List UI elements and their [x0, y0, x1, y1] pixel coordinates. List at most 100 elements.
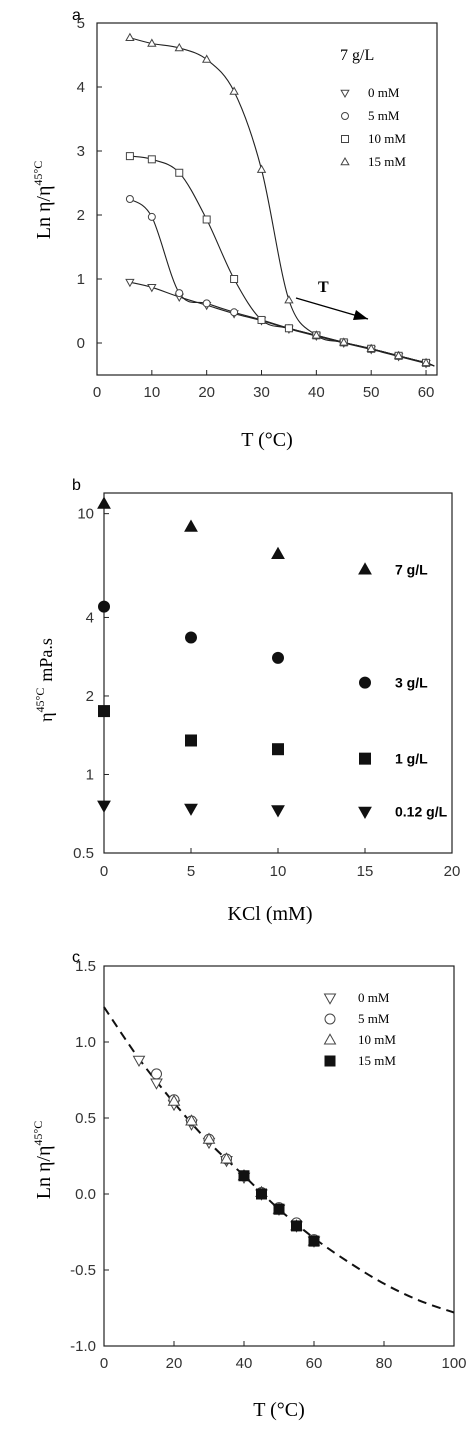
- data-point-10-mm: [284, 324, 293, 333]
- data-point-7-g-l: [97, 496, 111, 509]
- y-tick-group-b: 10 4 2 1 0.5: [73, 506, 109, 862]
- dashed-fit-curve: [103, 1006, 455, 1314]
- data-point-7-g-l: [358, 562, 372, 575]
- data-point-10-mm: [257, 315, 266, 324]
- panel-letter-a: a: [72, 7, 81, 24]
- data-point-0-12-g-l: [184, 803, 198, 816]
- data-point-0-mm: [147, 284, 157, 293]
- data-point-15-mm: [308, 1235, 320, 1247]
- y-tick-label: 0: [77, 335, 85, 352]
- x-tick-label: 40: [308, 384, 325, 401]
- data-point-10-mm: [202, 1132, 216, 1144]
- y-axis-title-c: Ln η/η45°C: [31, 1121, 55, 1200]
- data-point-0-12-g-l: [97, 800, 111, 813]
- data-point-15-mm: [366, 343, 376, 353]
- series-label: 1 g/L: [395, 751, 428, 767]
- x-axis-title-a: T (°C): [241, 429, 293, 451]
- data-point-15-mm: [256, 1188, 267, 1200]
- x-axis-title-b: KCl (mM): [228, 903, 313, 925]
- x-axis-title-c: T (°C): [253, 1399, 305, 1421]
- data-point-10-mm: [185, 1114, 198, 1126]
- y-tick-label: 1: [86, 766, 94, 783]
- data-point-5-mm: [202, 299, 211, 308]
- legend-label: 0 mM: [358, 990, 390, 1005]
- y-tick-label: 1: [77, 271, 85, 288]
- data-point-15-mm: [291, 1220, 302, 1232]
- data-point-1-g-l: [98, 705, 110, 718]
- x-tick-label: 50: [363, 384, 380, 401]
- series-label: 7 g/L: [395, 562, 428, 578]
- x-tick-label: 20: [166, 1355, 183, 1372]
- data-points-b: [97, 496, 372, 820]
- x-tick-label: 20: [444, 863, 461, 880]
- data-point-15-mm: [284, 295, 294, 304]
- data-point-0-mm: [132, 1055, 146, 1068]
- data-point-10-mm: [125, 152, 134, 161]
- annotation-concentration-a: 7 g/L: [340, 47, 374, 64]
- x-tick-group-a: 0 10 20 30 40 50 60: [93, 370, 434, 401]
- data-point-15-mm: [125, 32, 135, 42]
- data-point-1-g-l: [359, 752, 371, 765]
- data-point-5-mm: [175, 289, 184, 298]
- x-tick-label: 5: [187, 863, 195, 880]
- series-label: 3 g/L: [395, 675, 428, 691]
- x-tick-group-c: 0 20 40 60 80 100: [100, 1341, 467, 1372]
- data-point-5-mm: [230, 308, 239, 317]
- y-tick-label: 0.5: [75, 1110, 96, 1127]
- data-point-10-mm: [167, 1094, 181, 1106]
- legend-marker-5-mm: [341, 112, 349, 120]
- y-tick-label: 1.5: [75, 958, 96, 975]
- data-point-1-g-l: [272, 743, 284, 756]
- chart-panel-a: a 0 10 20 30 40 50 60 0 1 2 3 4 5 0 mM 5 mM 10 mM 15 m…: [31, 7, 438, 451]
- axis-frame-c: [103, 965, 455, 1347]
- data-points-c: [132, 1055, 321, 1248]
- panel-letter-c: c: [72, 949, 80, 966]
- legend-marker-15-mm: [340, 156, 350, 166]
- data-point-15-mm: [273, 1203, 285, 1215]
- legend-label: 5 mM: [368, 108, 400, 123]
- y-tick-label: -0.5: [70, 1262, 96, 1279]
- legend-label: 15 mM: [358, 1053, 396, 1068]
- legend-marker-0-mm: [323, 993, 337, 1005]
- y-tick-label: -1.0: [70, 1338, 96, 1355]
- data-point-15-mm: [238, 1170, 250, 1182]
- data-points-a: [125, 32, 431, 369]
- x-tick-label: 60: [306, 1355, 323, 1372]
- series-labels-b: 7 g/L 3 g/L 1 g/L 0.12 g/L: [395, 562, 448, 820]
- y-tick-label: 5: [77, 15, 85, 32]
- temperature-arrow-head: [353, 310, 368, 320]
- data-point-10-mm: [230, 275, 239, 283]
- data-point-3-g-l: [98, 600, 110, 613]
- y-tick-label: 1.0: [75, 1034, 96, 1051]
- data-point-5-mm: [147, 212, 156, 221]
- data-point-0-mm: [125, 278, 135, 288]
- y-axis-title-a: Ln η/η45°C: [31, 161, 55, 240]
- data-point-10-mm: [202, 215, 211, 224]
- fit-curve-10-mm: [129, 155, 435, 367]
- data-point-15-mm: [174, 42, 184, 52]
- data-point-10-mm: [220, 1152, 233, 1164]
- series-label: 0.12 g/L: [395, 804, 448, 820]
- legend-label: 10 mM: [358, 1032, 396, 1047]
- legend-marker-15-mm: [324, 1055, 336, 1067]
- x-tick-label: 0: [93, 384, 101, 401]
- data-point-15-mm: [339, 337, 349, 346]
- fit-curve-5-mm: [129, 198, 435, 367]
- x-tick-label: 20: [198, 384, 215, 401]
- x-tick-label: 40: [236, 1355, 253, 1372]
- x-tick-label: 10: [143, 384, 160, 401]
- y-axis-title-b: η45°CmPa.s: [33, 638, 56, 722]
- y-tick-label: 10: [77, 506, 94, 523]
- legend-label: 15 mM: [368, 154, 406, 169]
- data-point-15-mm: [393, 350, 404, 360]
- y-tick-label: 0.5: [73, 845, 94, 862]
- x-tick-label: 15: [357, 863, 374, 880]
- data-point-10-mm: [175, 168, 184, 177]
- x-tick-label: 100: [441, 1355, 466, 1372]
- data-point-3-g-l: [272, 651, 284, 664]
- x-tick-label: 30: [253, 384, 270, 401]
- x-tick-label: 0: [100, 863, 108, 880]
- y-tick-group-a: 0 1 2 3 4 5: [77, 15, 102, 352]
- y-tick-label: 4: [86, 609, 94, 626]
- legend-marker-0-mm: [340, 89, 350, 99]
